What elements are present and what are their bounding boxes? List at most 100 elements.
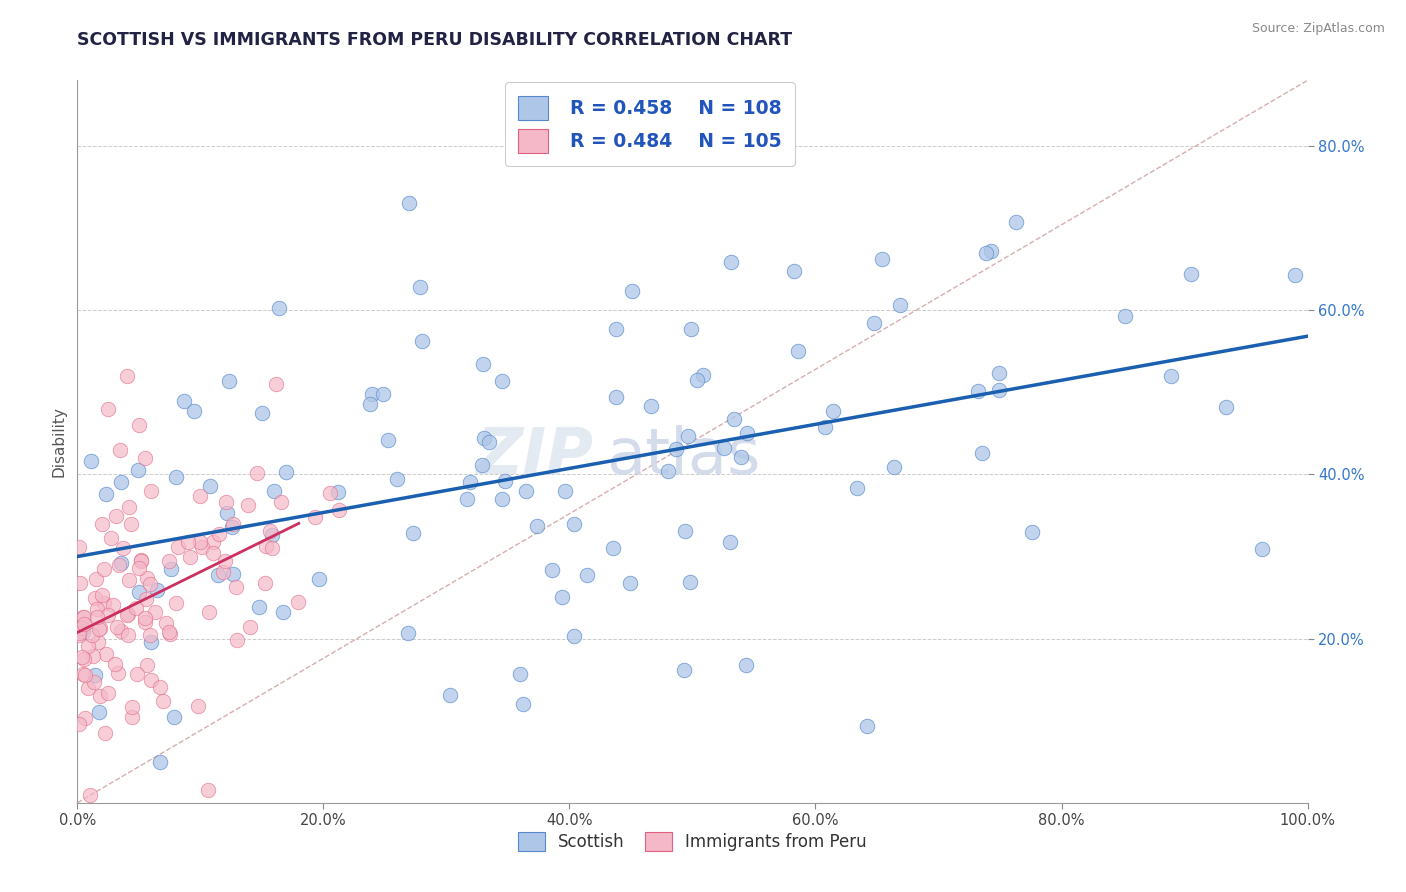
Point xyxy=(1021,525,1043,540)
Point xyxy=(862,316,884,330)
Point xyxy=(970,446,993,460)
Point xyxy=(128,584,150,599)
Point xyxy=(89,689,111,703)
Point xyxy=(87,634,110,648)
Point xyxy=(1215,400,1237,414)
Point xyxy=(108,558,131,573)
Point xyxy=(128,418,150,433)
Point xyxy=(259,524,281,538)
Point xyxy=(97,608,120,623)
Point xyxy=(159,627,181,641)
Point xyxy=(134,610,156,624)
Point xyxy=(686,373,709,387)
Point xyxy=(86,602,108,616)
Point xyxy=(72,610,94,624)
Point xyxy=(692,368,714,382)
Point xyxy=(1114,310,1136,324)
Point xyxy=(262,541,284,555)
Point xyxy=(478,434,501,449)
Point xyxy=(135,571,157,585)
Point xyxy=(218,375,240,389)
Point xyxy=(509,667,531,681)
Point xyxy=(267,301,290,315)
Point xyxy=(208,527,231,541)
Point xyxy=(96,486,118,500)
Point xyxy=(149,755,172,769)
Point xyxy=(97,401,120,416)
Point xyxy=(124,600,146,615)
Point xyxy=(134,615,156,629)
Point xyxy=(621,284,644,298)
Point xyxy=(1180,267,1202,281)
Point xyxy=(974,246,997,260)
Point xyxy=(121,699,143,714)
Point xyxy=(190,540,212,554)
Point xyxy=(160,562,183,576)
Point xyxy=(149,681,172,695)
Point xyxy=(118,573,141,587)
Point xyxy=(201,546,224,560)
Point xyxy=(966,384,988,398)
Point xyxy=(673,524,696,539)
Point xyxy=(101,598,124,612)
Point xyxy=(67,540,90,554)
Point xyxy=(1250,541,1272,556)
Point xyxy=(222,567,245,582)
Point xyxy=(855,718,877,732)
Point xyxy=(988,383,1011,397)
Point xyxy=(152,694,174,708)
Point xyxy=(110,442,132,457)
Point xyxy=(217,506,239,520)
Point xyxy=(90,589,112,603)
Point xyxy=(562,516,585,531)
Point xyxy=(515,483,537,498)
Point xyxy=(188,535,212,549)
Point xyxy=(104,657,127,671)
Point xyxy=(1284,268,1306,282)
Point xyxy=(93,562,115,576)
Point xyxy=(602,541,624,555)
Point xyxy=(264,377,287,392)
Point xyxy=(672,664,695,678)
Point xyxy=(110,624,132,638)
Point xyxy=(239,620,262,634)
Point xyxy=(215,494,238,508)
Point xyxy=(605,390,627,404)
Point xyxy=(117,608,139,623)
Point xyxy=(105,620,128,634)
Point xyxy=(75,668,97,682)
Point xyxy=(117,628,139,642)
Point xyxy=(411,334,433,348)
Point xyxy=(201,535,224,549)
Point xyxy=(105,508,128,523)
Point xyxy=(458,475,481,489)
Point xyxy=(155,615,177,630)
Point xyxy=(787,344,810,359)
Point xyxy=(734,657,756,672)
Point xyxy=(471,358,494,372)
Point xyxy=(157,624,180,639)
Point xyxy=(94,726,117,740)
Point xyxy=(79,788,101,802)
Y-axis label: Disability: Disability xyxy=(51,406,66,477)
Point xyxy=(494,475,516,489)
Point xyxy=(720,254,742,268)
Point xyxy=(823,404,845,418)
Point xyxy=(274,465,297,479)
Point xyxy=(143,606,166,620)
Point xyxy=(551,591,574,605)
Point xyxy=(236,498,259,512)
Point xyxy=(177,535,200,549)
Point xyxy=(128,561,150,575)
Point xyxy=(246,467,269,481)
Point xyxy=(115,368,138,383)
Point xyxy=(107,665,129,680)
Point xyxy=(94,647,117,661)
Point xyxy=(225,632,247,647)
Point xyxy=(135,591,157,606)
Point xyxy=(225,580,247,594)
Point xyxy=(86,610,108,624)
Point xyxy=(385,472,408,486)
Point xyxy=(83,668,105,682)
Point xyxy=(439,688,461,702)
